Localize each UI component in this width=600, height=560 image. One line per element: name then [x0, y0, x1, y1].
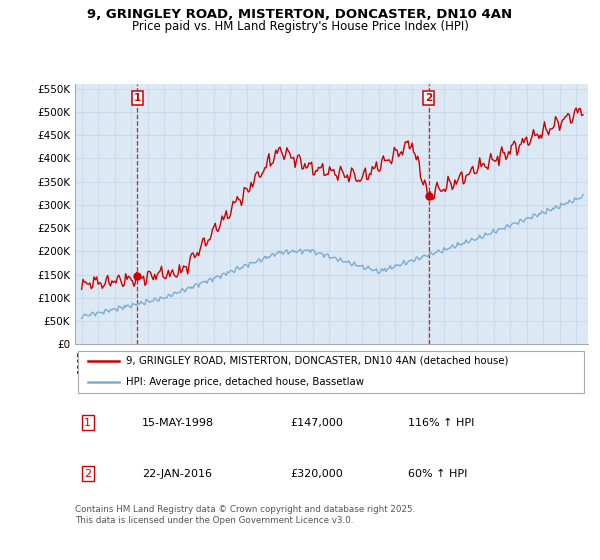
- FancyBboxPatch shape: [77, 351, 584, 393]
- Text: Contains HM Land Registry data © Crown copyright and database right 2025.
This d: Contains HM Land Registry data © Crown c…: [75, 505, 415, 525]
- Text: 1: 1: [85, 418, 91, 428]
- Text: 22-JAN-2016: 22-JAN-2016: [142, 469, 212, 479]
- Text: Price paid vs. HM Land Registry's House Price Index (HPI): Price paid vs. HM Land Registry's House …: [131, 20, 469, 32]
- Text: 9, GRINGLEY ROAD, MISTERTON, DONCASTER, DN10 4AN (detached house): 9, GRINGLEY ROAD, MISTERTON, DONCASTER, …: [127, 356, 509, 366]
- Text: £147,000: £147,000: [290, 418, 343, 428]
- Text: 1: 1: [134, 93, 141, 103]
- Text: 60% ↑ HPI: 60% ↑ HPI: [409, 469, 468, 479]
- Text: HPI: Average price, detached house, Bassetlaw: HPI: Average price, detached house, Bass…: [127, 377, 364, 387]
- Text: 2: 2: [425, 93, 433, 103]
- Text: 15-MAY-1998: 15-MAY-1998: [142, 418, 214, 428]
- Text: £320,000: £320,000: [290, 469, 343, 479]
- Text: 9, GRINGLEY ROAD, MISTERTON, DONCASTER, DN10 4AN: 9, GRINGLEY ROAD, MISTERTON, DONCASTER, …: [88, 8, 512, 21]
- Text: 116% ↑ HPI: 116% ↑ HPI: [409, 418, 475, 428]
- Text: 2: 2: [84, 469, 91, 479]
